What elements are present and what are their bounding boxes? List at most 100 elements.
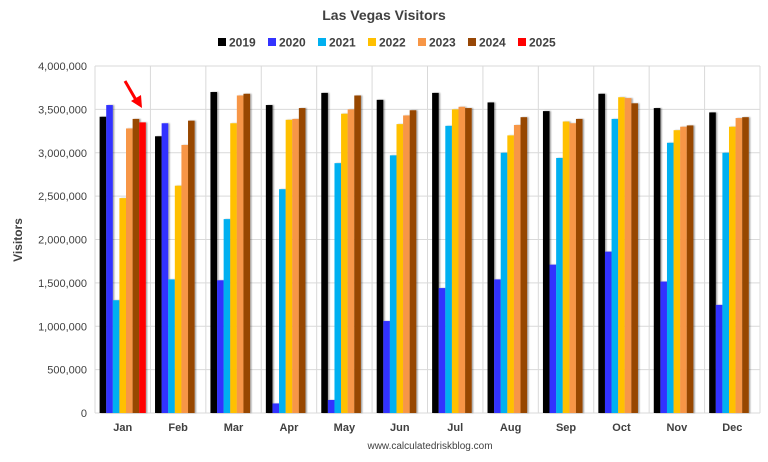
x-tick-label: Apr [279, 422, 299, 434]
bar-2019-May [321, 92, 328, 413]
bar-2021-Jan [112, 300, 120, 413]
bar-2019-Sep [542, 111, 550, 414]
x-tick-label: Jul [447, 422, 463, 434]
bar-2022-Dec [728, 126, 736, 413]
bar-2020-Oct [604, 251, 612, 413]
y-tick-label: 0 [81, 408, 87, 420]
y-tick-label: 4,000,000 [38, 61, 87, 73]
bar-2020-Mar [217, 280, 224, 413]
bar-2021-Jun [389, 155, 397, 414]
x-tick-label: Sep [556, 422, 576, 434]
bar-2019-Feb [155, 136, 162, 413]
bar-2019-Nov [653, 108, 661, 413]
bar-2022-Jun [396, 124, 404, 413]
x-axis-ticks: Jan Feb Mar Apr May Jun Jul Aug Sep Oct Nov Dec [113, 422, 742, 434]
bar-2023-Sep [569, 123, 576, 413]
bar-2019-Oct [598, 93, 605, 413]
legend-label: 2025 [529, 36, 556, 50]
bar-2024-Aug [520, 117, 528, 414]
bar-2019-Dec [709, 112, 716, 413]
bar-2021-May [334, 163, 342, 413]
bar-2024-Sep [575, 118, 583, 413]
bar-2023-Apr [292, 118, 299, 413]
bar-2024-Mar [243, 93, 251, 413]
bar-2020-Nov [660, 281, 667, 413]
x-tick-label: Nov [666, 422, 688, 434]
bar-2022-Oct [618, 97, 625, 413]
legend: 2019 2020 2021 2022 2023 2024 2025 [218, 36, 556, 50]
gridlines [94, 65, 761, 414]
bar-2024-Jun [409, 110, 417, 414]
arrow-shaft [123, 80, 138, 101]
legend-swatch [368, 38, 376, 46]
bar-2020-Jun [383, 321, 390, 413]
bar-2022-May [341, 113, 348, 414]
y-axis-label: Visitors [11, 218, 25, 262]
bar-2020-Dec [715, 304, 723, 413]
chart-title: Las Vegas Visitors [322, 7, 446, 23]
bar-2023-Aug [513, 124, 521, 414]
bar-2023-Jul [458, 106, 466, 414]
legend-label: 2024 [479, 36, 506, 50]
y-tick-label: 500,000 [47, 365, 87, 377]
bar-2022-Feb [174, 185, 182, 413]
bar-2019-Jul [432, 92, 439, 413]
y-axis-ticks: 0 500,000 1,000,000 1,500,000 2,000,000 2,500… [38, 61, 87, 420]
y-tick-label: 2,500,000 [38, 191, 87, 203]
legend-label: 2020 [279, 36, 306, 50]
bar-2021-Feb [168, 279, 175, 413]
bar-2023-Oct [624, 98, 632, 413]
legend-swatch [318, 38, 326, 46]
y-tick-label: 1,500,000 [38, 278, 87, 290]
legend-swatch [468, 38, 476, 46]
legend-swatch [218, 38, 226, 46]
bar-2020-Jul [438, 288, 446, 413]
x-tick-label: Mar [224, 422, 244, 434]
bar-2021-Sep [556, 157, 563, 413]
y-tick-label: 3,000,000 [38, 148, 87, 160]
bar-2024-Apr [298, 108, 306, 413]
legend-label: 2019 [229, 36, 256, 50]
bar-2024-Oct [631, 103, 638, 414]
bar-2020-Aug [494, 279, 501, 413]
bar-2024-Nov [686, 125, 694, 413]
bar-2024-Dec [742, 117, 749, 414]
x-tick-label: May [334, 422, 356, 434]
bar-2021-Apr [279, 189, 286, 413]
bar-2021-Aug [500, 152, 508, 413]
bar-2024-Feb [188, 120, 195, 413]
bar-2024-Jan [132, 118, 140, 413]
bar-2019-Jun [376, 99, 384, 414]
bar-2019-Apr [265, 105, 273, 413]
bar-2019-Mar [210, 92, 218, 414]
bar-2022-Nov [673, 130, 681, 413]
bar-2024-May [354, 95, 361, 414]
y-tick-label: 1,000,000 [38, 321, 87, 333]
bar-2022-Apr [285, 119, 293, 413]
legend-label: 2022 [379, 36, 406, 50]
bar-2025-Jan [139, 122, 146, 413]
bar-2021-Nov [666, 142, 674, 413]
bar-2020-May [327, 399, 335, 413]
bar-2023-Jan [126, 128, 133, 413]
y-tick-label: 2,000,000 [38, 235, 87, 247]
bar-2023-Feb [181, 144, 189, 413]
bar-2023-May [347, 109, 355, 413]
bar-2023-Mar [236, 95, 244, 414]
legend-swatch [268, 38, 276, 46]
x-tick-label: Dec [722, 422, 742, 434]
legend-swatch [518, 38, 526, 46]
bar-2022-Jan [119, 198, 127, 413]
x-tick-label: Feb [168, 422, 188, 434]
bar-2020-Feb [161, 123, 169, 413]
arrow-head [131, 95, 142, 108]
y-tick-label: 3,500,000 [38, 104, 87, 116]
annotation-arrow [123, 80, 142, 108]
bar-2021-Dec [722, 152, 729, 413]
bars [99, 92, 749, 414]
x-tick-label: Aug [500, 422, 521, 434]
bar-2019-Aug [487, 102, 495, 413]
bar-2024-Jul [465, 108, 472, 413]
bar-2022-Aug [507, 135, 514, 413]
